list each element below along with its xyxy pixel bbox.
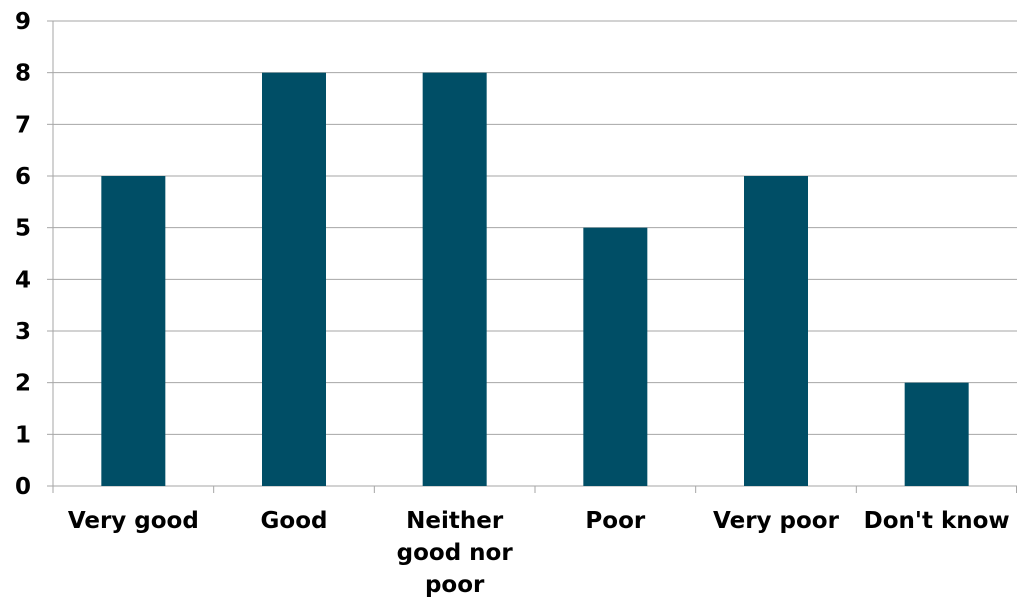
x-category-label: Very poor — [713, 508, 840, 534]
y-tick-label: 5 — [15, 216, 31, 242]
x-category-label: Poor — [585, 508, 645, 534]
y-tick-label: 1 — [15, 422, 31, 448]
bar — [583, 227, 648, 486]
bar — [101, 176, 166, 486]
x-category-label: Neither good nor poor — [397, 508, 514, 598]
bar — [904, 382, 969, 486]
bars — [101, 72, 969, 487]
y-tick-label: 0 — [15, 474, 31, 500]
bar — [262, 72, 326, 487]
x-category-label: Very good — [68, 508, 199, 534]
y-tick-label: 3 — [15, 319, 31, 345]
y-tick-label: 9 — [15, 9, 31, 35]
bar — [744, 176, 808, 486]
y-tick-label: 7 — [15, 112, 31, 138]
y-tick-label: 8 — [15, 61, 31, 87]
y-tick-label: 6 — [15, 164, 31, 190]
x-category-label: Good — [261, 508, 328, 534]
y-tick-label: 2 — [15, 371, 31, 397]
bar — [422, 72, 487, 487]
y-tick-labels: 0 1 2 3 4 5 6 7 8 9 — [15, 9, 31, 500]
y-tick-label: 4 — [15, 267, 31, 293]
axes — [47, 20, 1017, 493]
x-category-labels: Very good Good Neither good nor poor Poor Very… — [68, 508, 1010, 598]
x-category-label: Don't know — [864, 508, 1010, 534]
gridlines — [53, 20, 1017, 435]
